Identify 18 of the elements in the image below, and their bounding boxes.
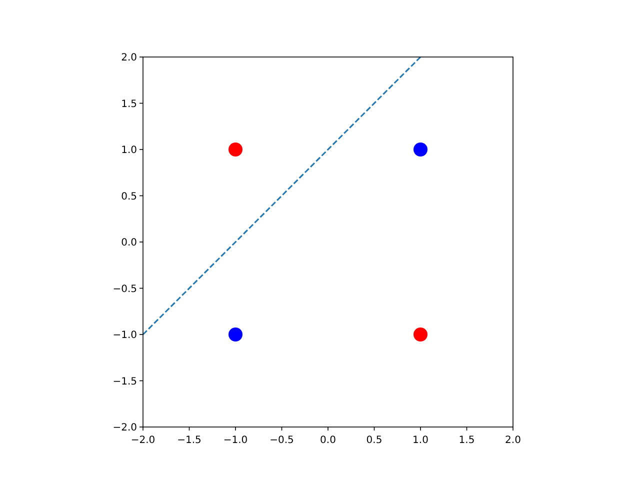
y-tick-label: −1.5 [112,376,137,388]
x-tick-label: 0.5 [366,435,382,446]
y-tick-label: 1.0 [121,145,137,156]
x-tick-label: 1.5 [458,435,475,446]
y-tick-label: −0.5 [112,284,137,295]
x-tick-label: −1.5 [177,435,202,446]
x-tick-label: 2.0 [505,435,521,446]
y-tick-label: 1.5 [121,98,137,110]
x-tick-label: 0.0 [320,435,336,446]
y-tick-label: 0.5 [121,191,137,202]
x-tick-label: −0.5 [270,435,294,446]
y-tick-label: −1.0 [112,330,137,341]
y-tick-label: −2.0 [112,422,137,434]
x-tick-label: 1.0 [412,435,428,446]
x-tick-label: −2.0 [130,435,156,446]
y-tick-label: 2.0 [121,52,137,64]
x-tick-label: −1.0 [223,435,248,446]
y-tick-label: 0.0 [121,238,137,248]
